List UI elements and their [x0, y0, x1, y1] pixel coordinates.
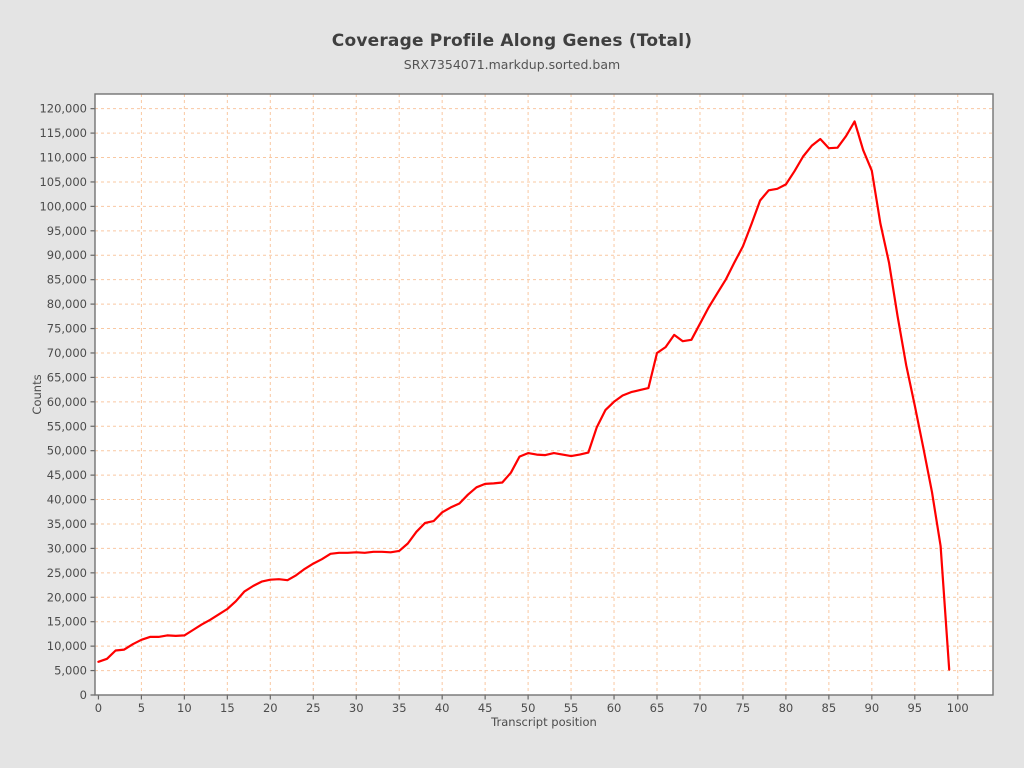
svg-text:45: 45	[478, 701, 493, 715]
svg-text:60,000: 60,000	[47, 395, 87, 409]
svg-text:5,000: 5,000	[54, 664, 87, 678]
svg-text:115,000: 115,000	[39, 126, 87, 140]
svg-text:70: 70	[693, 701, 708, 715]
svg-text:65: 65	[650, 701, 665, 715]
svg-text:65,000: 65,000	[47, 370, 87, 384]
svg-text:95: 95	[907, 701, 922, 715]
y-axis-label: Counts	[30, 374, 44, 414]
svg-text:45,000: 45,000	[47, 468, 87, 482]
svg-text:75: 75	[736, 701, 751, 715]
svg-text:90,000: 90,000	[47, 248, 87, 262]
svg-text:95,000: 95,000	[47, 224, 87, 238]
plot-frame	[94, 93, 994, 696]
svg-text:15,000: 15,000	[47, 615, 87, 629]
svg-text:0: 0	[95, 701, 102, 715]
svg-text:30: 30	[349, 701, 364, 715]
plot-background	[95, 94, 993, 695]
svg-text:120,000: 120,000	[39, 102, 87, 116]
x-tick-labels: 0 5 10 15 20 25 30 35 40 45 50 55 60 65 70 75 80 85 90 95 10…	[95, 701, 969, 715]
svg-text:40: 40	[435, 701, 450, 715]
svg-text:55,000: 55,000	[47, 419, 87, 433]
svg-text:25,000: 25,000	[47, 566, 87, 580]
svg-text:85,000: 85,000	[47, 273, 87, 287]
x-axis-label: Transcript position	[490, 715, 597, 729]
svg-text:10,000: 10,000	[47, 639, 87, 653]
svg-text:110,000: 110,000	[39, 151, 87, 165]
svg-text:30,000: 30,000	[47, 541, 87, 555]
chart-title: Coverage Profile Along Genes (Total)	[331, 31, 693, 51]
svg-text:20,000: 20,000	[47, 590, 87, 604]
svg-text:15: 15	[220, 701, 235, 715]
svg-text:90: 90	[865, 701, 880, 715]
gridlines	[95, 94, 993, 695]
svg-text:105,000: 105,000	[39, 175, 87, 189]
svg-text:0: 0	[80, 688, 87, 702]
svg-text:35,000: 35,000	[47, 517, 87, 531]
svg-text:100: 100	[947, 701, 969, 715]
svg-text:85: 85	[822, 701, 837, 715]
svg-text:35: 35	[392, 701, 407, 715]
svg-text:75,000: 75,000	[47, 322, 87, 336]
svg-text:20: 20	[263, 701, 278, 715]
svg-text:80,000: 80,000	[47, 297, 87, 311]
y-tick-labels: 0 5,000 10,000 15,000 20,000 25,000 30,000 35,0…	[39, 102, 87, 702]
svg-text:100,000: 100,000	[39, 199, 87, 213]
svg-text:50: 50	[521, 701, 536, 715]
svg-text:60: 60	[607, 701, 622, 715]
svg-text:55: 55	[564, 701, 579, 715]
svg-text:50,000: 50,000	[47, 444, 87, 458]
svg-text:40,000: 40,000	[47, 493, 87, 507]
svg-text:10: 10	[177, 701, 192, 715]
svg-text:25: 25	[306, 701, 321, 715]
svg-text:70,000: 70,000	[47, 346, 87, 360]
chart-subtitle: SRX7354071.markdup.sorted.bam	[403, 57, 621, 72]
axis-ticks	[90, 108, 959, 700]
coverage-series-line	[97, 120, 951, 671]
svg-text:80: 80	[779, 701, 794, 715]
svg-text:5: 5	[138, 701, 145, 715]
